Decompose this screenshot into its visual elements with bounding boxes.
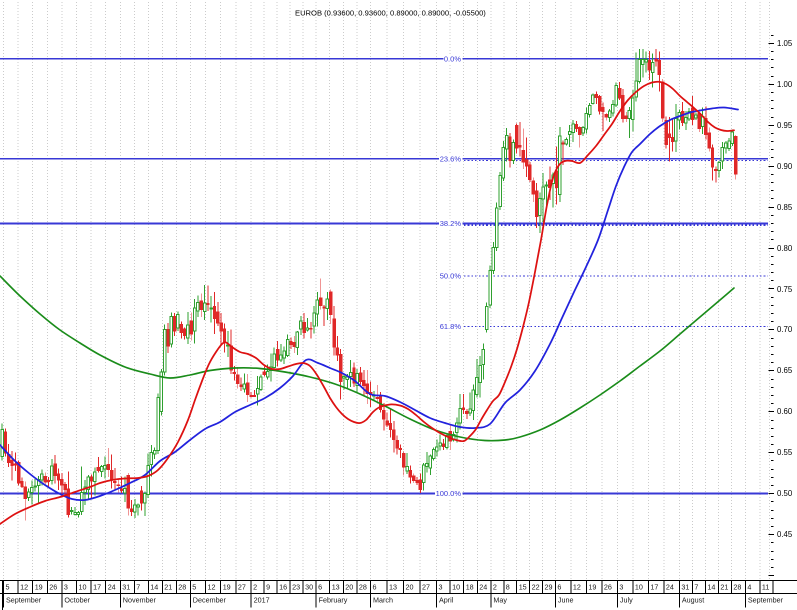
svg-text:0.75: 0.75 — [777, 285, 793, 294]
svg-text:50.0%: 50.0% — [440, 272, 462, 281]
svg-text:38.2%: 38.2% — [440, 219, 462, 228]
svg-text:May: May — [493, 596, 507, 605]
svg-text:28: 28 — [359, 583, 367, 592]
svg-text:2: 2 — [493, 583, 497, 592]
svg-text:1.05: 1.05 — [777, 39, 793, 48]
svg-text:August: August — [682, 596, 704, 605]
svg-text:17: 17 — [650, 583, 658, 592]
svg-text:0.80: 0.80 — [777, 244, 793, 253]
svg-text:10: 10 — [452, 583, 460, 592]
svg-text:March: March — [373, 596, 393, 605]
svg-text:September: September — [748, 596, 784, 605]
svg-text:31: 31 — [681, 583, 689, 592]
svg-text:24: 24 — [479, 583, 487, 592]
svg-text:0.95: 0.95 — [777, 121, 793, 130]
svg-text:1.00: 1.00 — [777, 80, 793, 89]
svg-text:February: February — [319, 596, 348, 605]
svg-text:9: 9 — [266, 583, 270, 592]
svg-text:27: 27 — [238, 583, 246, 592]
svg-text:31: 31 — [122, 583, 130, 592]
svg-text:26: 26 — [49, 583, 57, 592]
svg-text:0.50: 0.50 — [777, 489, 793, 498]
svg-text:19: 19 — [35, 583, 43, 592]
svg-text:5: 5 — [192, 583, 196, 592]
svg-text:13: 13 — [332, 583, 340, 592]
svg-text:EUROB (0.93600, 0.93600, 0.890: EUROB (0.93600, 0.93600, 0.89000, 0.8900… — [295, 9, 486, 18]
svg-text:29: 29 — [545, 583, 553, 592]
svg-text:100.0%: 100.0% — [436, 489, 462, 498]
svg-text:17: 17 — [93, 583, 101, 592]
svg-text:7: 7 — [694, 583, 698, 592]
svg-text:6: 6 — [557, 583, 561, 592]
svg-text:24: 24 — [666, 583, 674, 592]
svg-text:18: 18 — [466, 583, 474, 592]
svg-text:June: June — [558, 596, 574, 605]
svg-text:November: November — [123, 596, 157, 605]
svg-text:0.45: 0.45 — [777, 530, 793, 539]
svg-text:0.65: 0.65 — [777, 366, 793, 375]
svg-text:10: 10 — [79, 583, 87, 592]
svg-text:2: 2 — [253, 583, 257, 592]
svg-text:0.85: 0.85 — [777, 203, 793, 212]
svg-text:21: 21 — [164, 583, 172, 592]
svg-text:26: 26 — [604, 583, 612, 592]
svg-text:12: 12 — [20, 583, 28, 592]
svg-text:12: 12 — [573, 583, 581, 592]
svg-text:7: 7 — [136, 583, 140, 592]
svg-text:23.6%: 23.6% — [440, 155, 462, 164]
svg-text:3: 3 — [64, 583, 68, 592]
svg-text:28: 28 — [733, 583, 741, 592]
svg-text:19: 19 — [588, 583, 596, 592]
svg-text:3: 3 — [439, 583, 443, 592]
svg-text:5: 5 — [6, 583, 10, 592]
svg-text:23: 23 — [292, 583, 300, 592]
svg-text:21: 21 — [720, 583, 728, 592]
svg-text:6: 6 — [318, 583, 322, 592]
svg-text:April: April — [439, 596, 454, 605]
svg-text:19: 19 — [223, 583, 231, 592]
svg-text:20: 20 — [345, 583, 353, 592]
svg-text:6: 6 — [373, 583, 377, 592]
svg-text:30: 30 — [305, 583, 313, 592]
svg-text:4: 4 — [747, 583, 751, 592]
svg-text:0.90: 0.90 — [777, 162, 793, 171]
svg-text:2017: 2017 — [254, 596, 270, 605]
svg-text:12: 12 — [208, 583, 216, 592]
svg-text:24: 24 — [108, 583, 116, 592]
svg-text:December: December — [193, 596, 227, 605]
svg-text:0.55: 0.55 — [777, 448, 793, 457]
svg-text:13: 13 — [389, 583, 397, 592]
svg-text:3: 3 — [619, 583, 623, 592]
svg-text:11: 11 — [762, 583, 769, 592]
svg-text:0.60: 0.60 — [777, 407, 793, 416]
svg-text:September: September — [6, 596, 42, 605]
svg-text:0.70: 0.70 — [777, 325, 793, 334]
svg-text:October: October — [64, 596, 90, 605]
svg-text:28: 28 — [178, 583, 186, 592]
svg-text:15: 15 — [519, 583, 527, 592]
svg-text:July: July — [620, 596, 633, 605]
svg-text:16: 16 — [279, 583, 287, 592]
svg-text:27: 27 — [422, 583, 430, 592]
svg-text:14: 14 — [707, 583, 715, 592]
svg-text:20: 20 — [406, 583, 414, 592]
svg-text:10: 10 — [635, 583, 643, 592]
svg-text:14: 14 — [150, 583, 158, 592]
svg-text:61.8%: 61.8% — [440, 322, 462, 331]
svg-text:22: 22 — [532, 583, 540, 592]
svg-text:0.0%: 0.0% — [444, 55, 461, 64]
svg-text:8: 8 — [506, 583, 510, 592]
